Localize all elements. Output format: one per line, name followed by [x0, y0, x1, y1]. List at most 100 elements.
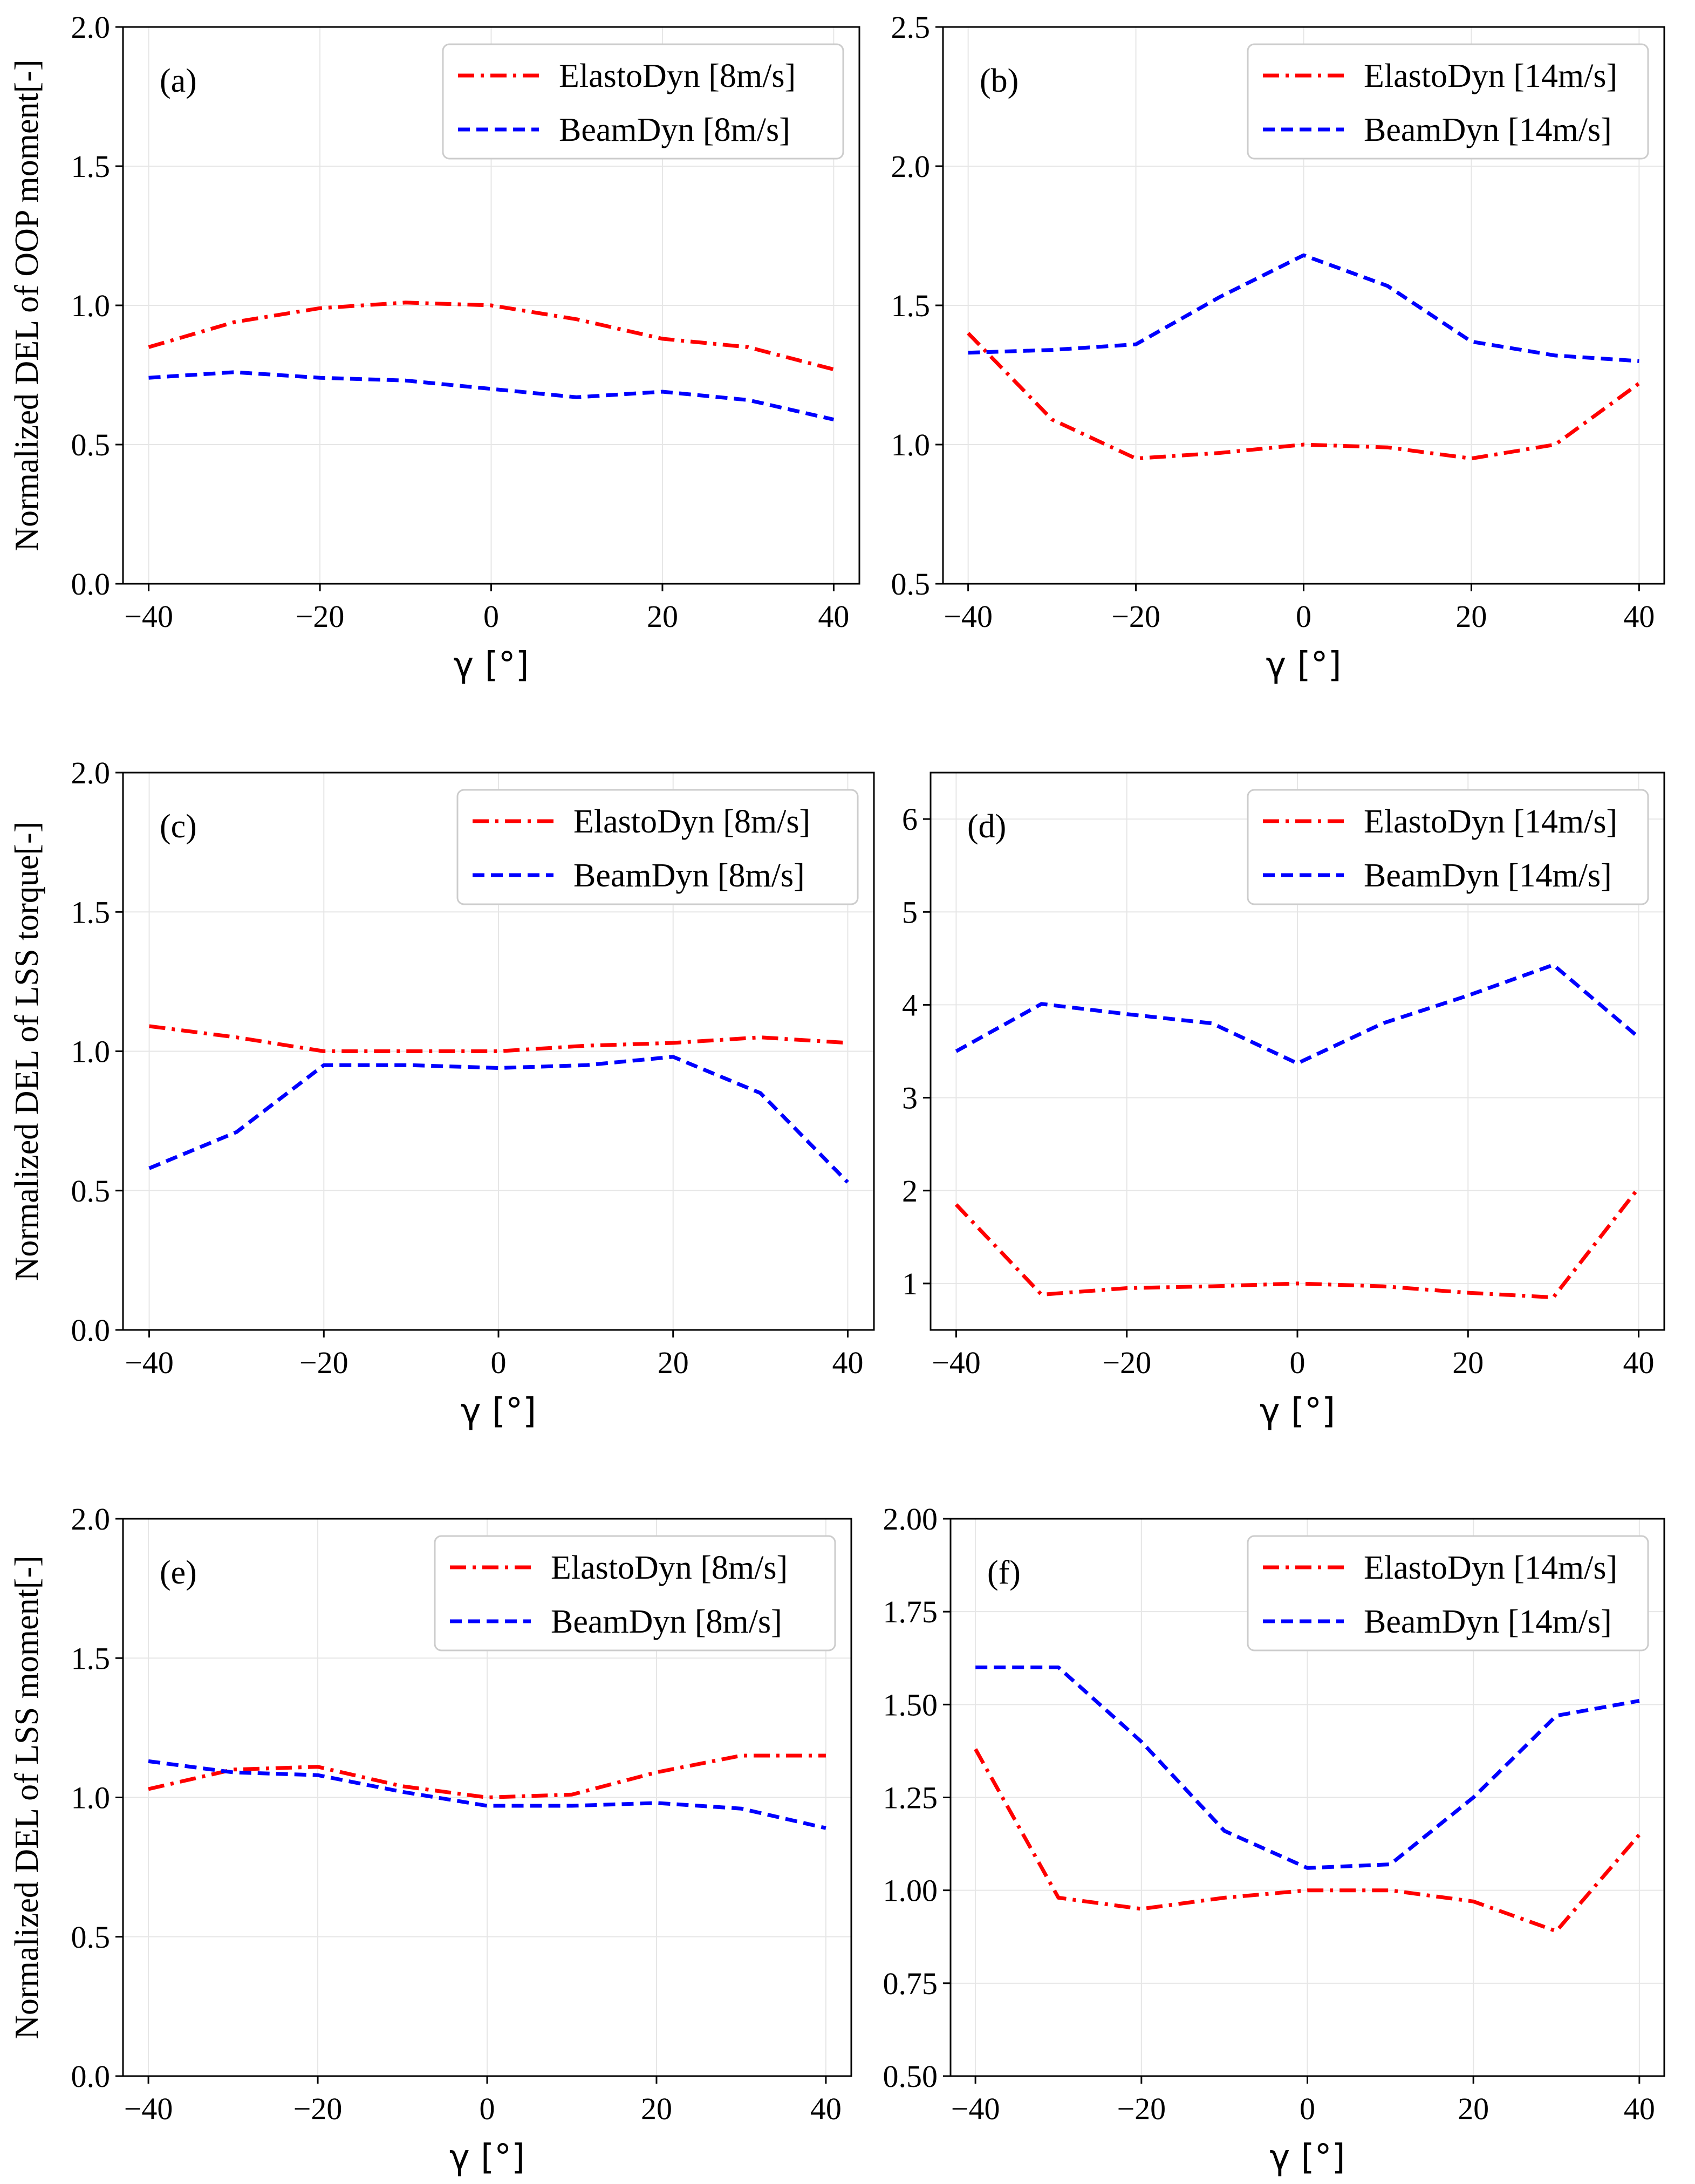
- y-tick-label: 1.5: [891, 288, 931, 323]
- series-line-beamdyn: [148, 1055, 849, 1184]
- panel-label: (a): [160, 63, 197, 99]
- y-tick-label: 0.0: [71, 2059, 111, 2094]
- panel-a: −40 −20 0 20 40 0.0 0.5 1.0 1.5 2.0 γ [°] Normalize…: [9, 10, 860, 685]
- legend-entry: ElastoDyn [14m/s]: [1364, 803, 1617, 840]
- x-tick-label: 40: [832, 1345, 863, 1380]
- y-tick-label: 2.0: [71, 1502, 111, 1537]
- series-line-elastodyn: [148, 301, 835, 372]
- y-tick-label: 2.00: [883, 1502, 938, 1537]
- series-line-beamdyn: [975, 1666, 1640, 1870]
- series-line-beamdyn: [968, 253, 1639, 363]
- series-line-beamdyn: [148, 370, 835, 422]
- x-tick-label: −20: [1102, 1345, 1151, 1380]
- y-tick-label: 0.5: [71, 427, 111, 462]
- legend-box: [1247, 789, 1649, 905]
- y-tick-label: 2: [902, 1173, 918, 1209]
- x-tick-label: −20: [1111, 599, 1160, 634]
- x-tick-label: 20: [1458, 2091, 1489, 2126]
- y-tick-label: 1.50: [883, 1687, 938, 1722]
- y-tick-label: 0.5: [891, 567, 931, 602]
- y-axis-label: Normalized DEL of LSS torque[-]: [9, 822, 45, 1281]
- x-tick-label: 40: [1623, 599, 1655, 634]
- x-tick-label: 20: [1455, 599, 1487, 634]
- legend-entry: BeamDyn [14m/s]: [1364, 1603, 1612, 1640]
- x-tick-label: −40: [932, 1345, 981, 1380]
- y-tick-label: 0.50: [883, 2059, 938, 2094]
- x-axis-label: γ [°]: [461, 1391, 536, 1431]
- y-tick-label: 1.5: [71, 895, 111, 930]
- y-tick-label: 1.00: [883, 1873, 938, 1908]
- y-tick-label: 0.0: [71, 1313, 111, 1348]
- legend-entry: BeamDyn [8m/s]: [559, 112, 790, 148]
- y-tick-label: 1: [902, 1266, 918, 1301]
- legend-entry: ElastoDyn [8m/s]: [573, 803, 810, 840]
- x-tick-label: −40: [951, 2091, 1000, 2126]
- legend-box: [456, 789, 859, 905]
- panel-label: (d): [967, 808, 1006, 845]
- x-tick-label: 0: [480, 2091, 495, 2126]
- legend-entry: ElastoDyn [8m/s]: [559, 58, 796, 94]
- x-tick-label: 40: [1623, 1345, 1655, 1380]
- y-tick-label: 2.5: [891, 10, 931, 45]
- series-line-beamdyn: [955, 963, 1640, 1066]
- x-tick-label: 0: [1290, 1345, 1306, 1380]
- legend-entry: BeamDyn [14m/s]: [1364, 112, 1612, 148]
- panel-b: −40 −20 0 20 40 0.5 1.0 1.5 2.0 2.5 γ [°] (b) Elasto…: [891, 10, 1665, 685]
- x-axis-label: γ [°]: [1266, 645, 1341, 685]
- legend-box: [434, 1535, 836, 1651]
- x-tick-label: −40: [125, 1345, 174, 1380]
- legend: ElastoDyn [8m/s] BeamDyn [8m/s]: [434, 1535, 836, 1651]
- panel-c: −40 −20 0 20 40 0.0 0.5 1.0 1.5 2.0 γ [°] Normalize…: [9, 755, 875, 1431]
- y-tick-label: 0.0: [71, 567, 111, 602]
- legend-entry: BeamDyn [14m/s]: [1364, 857, 1612, 894]
- y-tick-label: 4: [902, 987, 918, 1022]
- legend-box: [1247, 43, 1649, 160]
- y-tick-label: 2.0: [71, 755, 111, 790]
- x-tick-label: 0: [491, 1345, 507, 1380]
- y-tick-label: 2.0: [891, 149, 931, 184]
- panel-label: (b): [980, 63, 1019, 99]
- panel-d: −40 −20 0 20 40 1 2 3 4 5 6 γ [°] (d) ElastoDyn [14m/…: [902, 772, 1665, 1431]
- y-tick-label: 1.25: [883, 1780, 938, 1816]
- x-tick-label: 40: [1624, 2091, 1655, 2126]
- series-line-elastodyn: [954, 1186, 1641, 1300]
- y-tick-label: 0.75: [883, 1966, 938, 2001]
- y-tick-label: 0.5: [71, 1920, 111, 1955]
- x-tick-label: −40: [124, 599, 173, 634]
- x-tick-label: 40: [810, 2091, 842, 2126]
- legend-entry: ElastoDyn [14m/s]: [1364, 1550, 1617, 1586]
- x-tick-label: 20: [658, 1345, 689, 1380]
- panel-f: −40 −20 0 20 40 0.50 0.75 1.00 1.25 1.50 1.75 2.00 γ…: [883, 1502, 1665, 2178]
- legend: ElastoDyn [14m/s] BeamDyn [14m/s]: [1247, 1535, 1649, 1651]
- x-tick-label: −40: [944, 599, 993, 634]
- y-tick-label: 1.0: [71, 288, 111, 323]
- y-tick-label: 2.0: [71, 10, 111, 45]
- y-tick-label: 1.0: [891, 427, 931, 462]
- legend: ElastoDyn [14m/s] BeamDyn [14m/s]: [1247, 43, 1649, 160]
- x-tick-label: 0: [1300, 2091, 1315, 2126]
- x-tick-label: −40: [124, 2091, 173, 2126]
- x-axis-label: γ [°]: [453, 645, 529, 685]
- x-tick-label: −20: [1117, 2091, 1166, 2126]
- y-tick-label: 1.0: [71, 1034, 111, 1069]
- y-tick-label: 1.5: [71, 149, 111, 184]
- legend: ElastoDyn [14m/s] BeamDyn [14m/s]: [1247, 789, 1649, 905]
- x-tick-label: 0: [1296, 599, 1311, 634]
- y-tick-label: 3: [902, 1081, 918, 1116]
- series-line-beamdyn: [148, 1759, 826, 1830]
- y-tick-label: 1.5: [71, 1641, 111, 1676]
- legend-box: [442, 43, 844, 160]
- y-axis-label: Normalized DEL of LSS moment[-]: [9, 1555, 45, 2039]
- x-tick-label: −20: [296, 599, 345, 634]
- x-axis-label: γ [°]: [449, 2138, 525, 2178]
- legend-entry: BeamDyn [8m/s]: [573, 857, 805, 894]
- legend-entry: ElastoDyn [14m/s]: [1364, 58, 1617, 94]
- legend-entry: BeamDyn [8m/s]: [551, 1603, 782, 1640]
- panel-label: (c): [160, 808, 197, 845]
- y-tick-label: 1.0: [71, 1780, 111, 1816]
- legend: ElastoDyn [8m/s] BeamDyn [8m/s]: [456, 789, 859, 905]
- panel-label: (e): [160, 1554, 197, 1591]
- panel-e: −40 −20 0 20 40 0.0 0.5 1.0 1.5 2.0 γ [°] Normalize…: [9, 1502, 852, 2178]
- x-tick-label: 20: [647, 599, 678, 634]
- x-tick-label: 20: [641, 2091, 672, 2126]
